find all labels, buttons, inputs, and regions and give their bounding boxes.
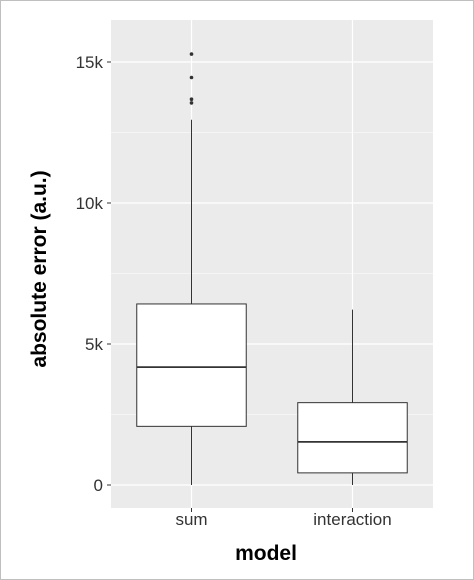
x-tick-label: sum [175,510,207,529]
y-tick-label: 15k [76,53,104,72]
x-axis-title: model [235,542,297,565]
y-tick-label: 0 [94,476,103,495]
y-axis-ticks: 0 5k 10k 15k [76,53,111,495]
iqr-box [297,402,408,474]
y-tick-label: 10k [76,194,104,213]
y-axis-title: absolute error (a.u.) [28,170,51,367]
outlier-point [189,52,194,56]
outlier-point [189,101,194,105]
x-tick-label: interaction [313,510,391,529]
outlier-point [189,97,194,102]
x-axis-ticks: sum interaction [175,508,392,529]
iqr-box [136,303,247,427]
boxes [136,52,408,485]
y-tick-label: 5k [85,335,103,354]
outlier-point [189,75,194,80]
box-interaction [297,309,408,485]
box-sum [136,52,247,485]
